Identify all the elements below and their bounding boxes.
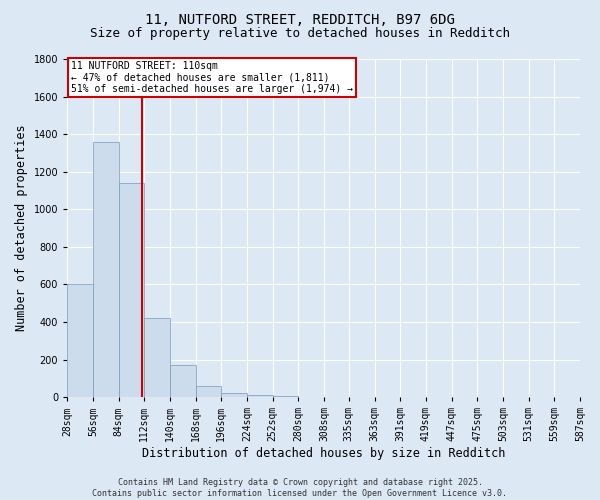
Bar xyxy=(196,386,221,397)
Bar xyxy=(221,394,247,397)
Bar xyxy=(93,142,119,397)
Text: 11 NUTFORD STREET: 110sqm
← 47% of detached houses are smaller (1,811)
51% of se: 11 NUTFORD STREET: 110sqm ← 47% of detac… xyxy=(71,61,353,94)
Bar xyxy=(272,396,298,397)
Bar xyxy=(67,284,93,397)
Text: Size of property relative to detached houses in Redditch: Size of property relative to detached ho… xyxy=(90,28,510,40)
Y-axis label: Number of detached properties: Number of detached properties xyxy=(15,125,28,332)
X-axis label: Distribution of detached houses by size in Redditch: Distribution of detached houses by size … xyxy=(142,447,505,460)
Bar xyxy=(298,396,324,397)
Text: 11, NUTFORD STREET, REDDITCH, B97 6DG: 11, NUTFORD STREET, REDDITCH, B97 6DG xyxy=(145,12,455,26)
Bar xyxy=(247,396,272,397)
Bar xyxy=(170,365,196,397)
Bar xyxy=(144,318,170,397)
Bar xyxy=(119,183,144,397)
Text: Contains HM Land Registry data © Crown copyright and database right 2025.
Contai: Contains HM Land Registry data © Crown c… xyxy=(92,478,508,498)
